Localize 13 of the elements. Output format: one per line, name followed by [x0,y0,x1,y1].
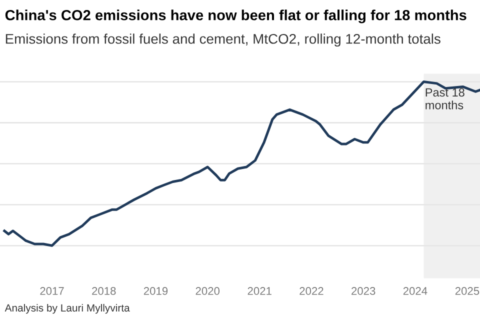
text: Analysis by Lauri Myllyvirta [4,304,130,314]
x-tick-label: 2019 [144,287,168,295]
x-tick-label: 2018 [92,287,116,295]
x-tick-label: 2021 [248,287,272,295]
chart-subtitle: Emissions from fossil fuels and cement, MtCO2, rolling 12-month totals [6,34,440,47]
x-tick-label: 2024 [403,287,428,295]
chart-title: China's CO2 emissions have now been flat or falling for 18 months [5,10,466,24]
band-label: Past 18 months [426,88,464,110]
x-tick-label: 2025 [455,287,480,295]
x-tick-label: 2022 [300,287,324,295]
x-tick-label: 2017 [40,287,64,295]
x-tick-label: 2020 [196,287,220,295]
x-tick-label: 2023 [352,287,376,295]
